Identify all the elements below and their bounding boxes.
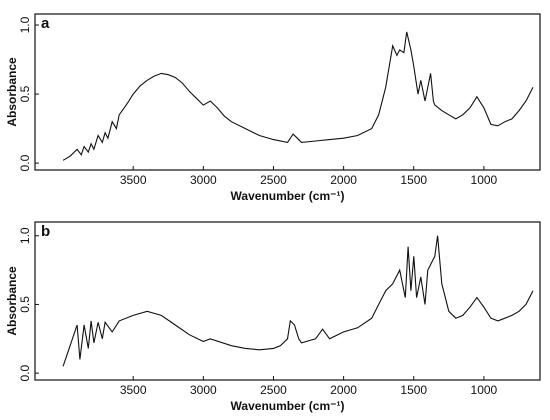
x-tick-label: 1000 [471, 383, 498, 397]
y-tick-label: 0.5 [18, 296, 32, 313]
x-tick-label: 2500 [260, 383, 287, 397]
x-tick-label: 3000 [190, 383, 217, 397]
plot-frame [34, 13, 541, 171]
spectrum-line [62, 235, 534, 367]
x-tick-label: 2000 [330, 383, 357, 397]
x-tick-label: 3500 [120, 383, 147, 397]
x-tick-label: 3000 [190, 173, 217, 187]
y-tick-label: 1.0 [18, 227, 32, 244]
panel-label: b [41, 223, 50, 240]
y-axis-label: Absorbance [5, 57, 19, 127]
y-tick-label: 0.0 [18, 364, 32, 381]
x-tick-label: 2000 [330, 173, 357, 187]
x-tick-label: 1500 [400, 173, 427, 187]
x-tick-label: 1500 [400, 383, 427, 397]
panel-label: a [41, 15, 50, 32]
y-tick-label: 0.0 [18, 154, 32, 171]
x-tick-label: 1000 [471, 173, 498, 187]
y-tick-label: 0.5 [18, 85, 32, 102]
x-tick-label: 2500 [260, 173, 287, 187]
x-axis-label: Wavenumber (cm⁻¹) [231, 189, 345, 203]
plot-frame [34, 221, 541, 381]
y-axis-label: Absorbance [5, 266, 19, 336]
spectrum-line [62, 31, 534, 161]
x-tick-label: 3500 [120, 173, 147, 187]
y-tick-label: 1.0 [18, 16, 32, 33]
x-axis-label: Wavenumber (cm⁻¹) [231, 399, 345, 413]
